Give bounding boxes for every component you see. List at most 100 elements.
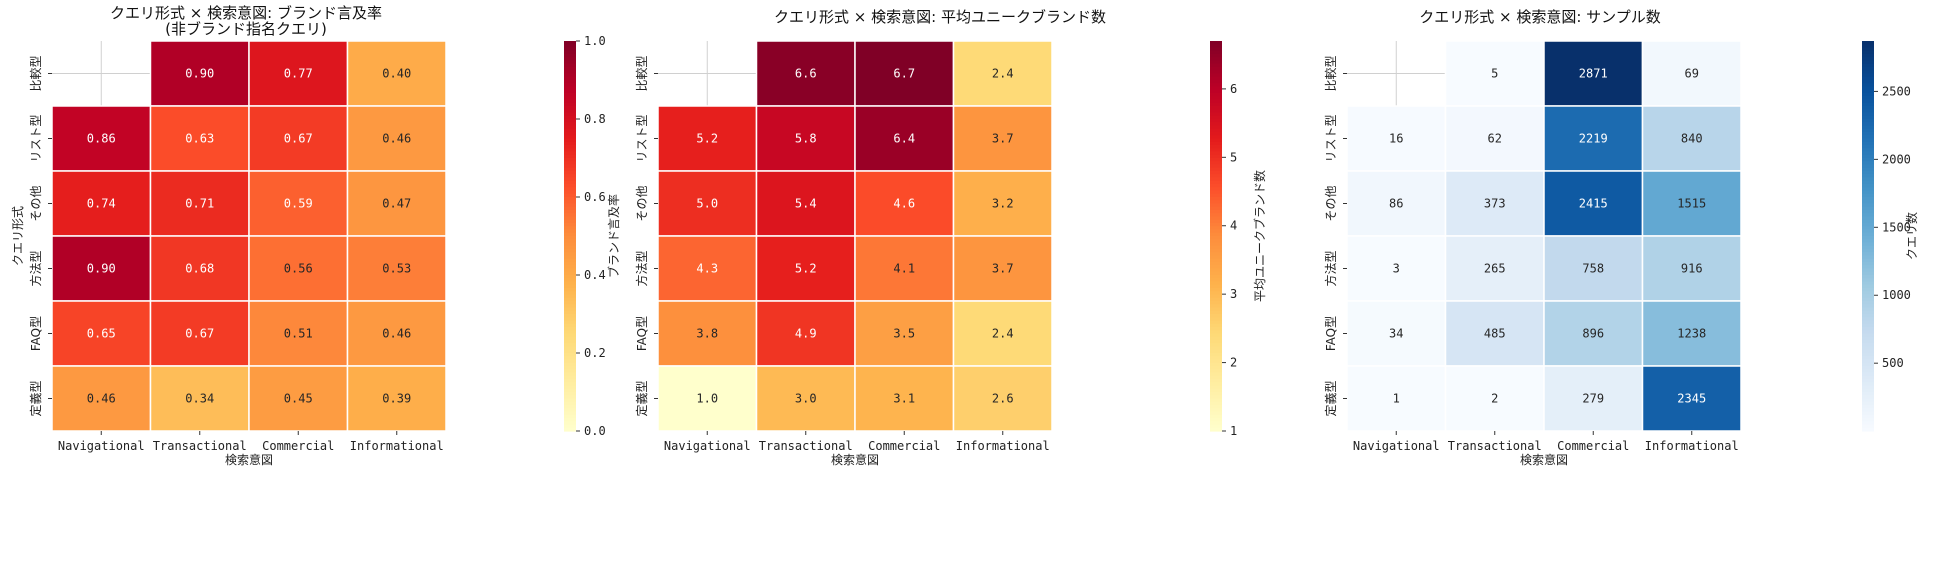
colorbar-tick-label: 0.6 (584, 190, 606, 204)
cell-value-label: 2.4 (992, 67, 1014, 81)
x-tick-label: Transactional (1448, 439, 1542, 453)
cell-value-label: 2.6 (992, 392, 1014, 406)
colorbar-tick-label: 0.4 (584, 268, 606, 282)
x-tick-label: Transactional (153, 439, 247, 453)
y-tick-label: 定義型 (1323, 380, 1338, 416)
cell-value-label: 3.2 (992, 197, 1014, 211)
cell-value-label: 0.45 (284, 392, 313, 406)
heatmap-cell (1641, 300, 1742, 367)
cell-value-label: 485 (1484, 327, 1506, 341)
cell-value-label: 0.77 (284, 67, 313, 81)
heatmap-cell (1444, 235, 1545, 302)
heatmap-cell (657, 300, 758, 367)
cell-value-label: 265 (1484, 262, 1506, 276)
cell-value-label: 0.47 (382, 197, 411, 211)
heatmap-cell (1641, 235, 1742, 302)
chart-title: クエリ形式 × 検索意図: 平均ユニークブランド数 (774, 8, 1106, 26)
heatmap-cell (149, 40, 250, 107)
cell-value-label: 3.7 (992, 262, 1014, 276)
cell-value-label: 3 (1393, 262, 1400, 276)
cell-value-label: 0.56 (284, 262, 313, 276)
cell-value-label: 0.40 (382, 67, 411, 81)
colorbar-tick-label: 1 (1230, 424, 1237, 438)
chart-title: クエリ形式 × 検索意図: ブランド言及率 (110, 4, 382, 22)
cell-value-label: 3.5 (893, 327, 915, 341)
chart-title: クエリ形式 × 検索意図: サンプル数 (1419, 8, 1660, 26)
cell-value-label: 4.6 (893, 197, 915, 211)
heatmap-cell (952, 170, 1053, 237)
cell-value-label: 0.67 (185, 327, 214, 341)
cell-value-label: 0.65 (87, 327, 116, 341)
y-tick-label: 方法型 (28, 250, 43, 286)
y-tick-label: FAQ型 (29, 316, 43, 351)
heatmap-cell (755, 235, 856, 302)
cell-value-label: 5.2 (795, 262, 817, 276)
heatmap-cell (854, 40, 955, 107)
heatmap-cell (1641, 105, 1742, 172)
heatmap-cell (952, 40, 1053, 107)
heatmap-cell (1641, 365, 1742, 432)
y-tick-label: その他 (29, 185, 43, 221)
cell-value-label: 840 (1681, 132, 1703, 146)
cell-value-label: 0.46 (87, 392, 116, 406)
heatmap-cell (346, 105, 447, 172)
heatmap-cell (952, 105, 1053, 172)
heatmap-cell (755, 300, 856, 367)
y-tick-label: 定義型 (28, 380, 43, 416)
heatmap-cell-empty (658, 41, 757, 106)
heatmap-cell (1543, 365, 1644, 432)
y-tick-label: リスト型 (29, 114, 43, 162)
cell-value-label: 1.0 (696, 392, 718, 406)
y-tick-label: リスト型 (1324, 114, 1338, 162)
heatmap-cell (248, 105, 349, 172)
cell-value-label: 373 (1484, 197, 1506, 211)
heatmap-cell (248, 40, 349, 107)
x-tick-label: Commercial (1557, 439, 1629, 453)
cell-value-label: 1238 (1677, 327, 1706, 341)
cell-value-label: 3.8 (696, 327, 718, 341)
cell-value-label: 5.2 (696, 132, 718, 146)
colorbar-tick-label: 0.2 (584, 346, 606, 360)
x-tick-label: Commercial (262, 439, 334, 453)
cell-value-label: 3.7 (992, 132, 1014, 146)
heatmap-cell (248, 235, 349, 302)
colorbar-tick-label: 2500 (1882, 84, 1911, 98)
cell-value-label: 5.0 (696, 197, 718, 211)
heatmap-cell (149, 365, 250, 432)
cell-value-label: 0.68 (185, 262, 214, 276)
cell-value-label: 3.0 (795, 392, 817, 406)
heatmap-cell (755, 105, 856, 172)
cell-value-label: 0.63 (185, 132, 214, 146)
cell-value-label: 0.90 (87, 262, 116, 276)
colorbar-label: クエリ数 (1904, 212, 1919, 260)
cell-value-label: 69 (1685, 67, 1699, 81)
heatmap-cell-empty (52, 41, 151, 106)
cell-value-label: 279 (1582, 392, 1604, 406)
cell-value-label: 0.51 (284, 327, 313, 341)
cell-value-label: 916 (1681, 262, 1703, 276)
cell-value-label: 86 (1389, 197, 1403, 211)
cell-value-label: 0.71 (185, 197, 214, 211)
heatmap-panel-2: 6.6 6.7 2.4 5.2 5.8 6.4 3.7 5.0 5.4 4.6 3.2 4.3 5.2 4… (634, 8, 1267, 467)
heatmap-cell (346, 235, 447, 302)
colorbar-tick-label: 5 (1230, 150, 1237, 164)
cell-value-label: 0.67 (284, 132, 313, 146)
colorbar-tick-label: 500 (1882, 356, 1904, 370)
colorbar-tick-label: 3 (1230, 287, 1237, 301)
cell-value-label: 62 (1488, 132, 1502, 146)
cell-value-label: 6.7 (893, 67, 915, 81)
x-tick-label: Navigational (58, 439, 145, 453)
colorbar-label: 平均ユニークブランド数 (1252, 170, 1267, 302)
heatmap-cell (1641, 40, 1742, 107)
cell-value-label: 3.1 (893, 392, 915, 406)
colorbar-tick-label: 1500 (1882, 220, 1911, 234)
colorbar-tick-label: 1.0 (584, 34, 606, 48)
cell-value-label: 0.46 (382, 327, 411, 341)
heatmap-cell (346, 40, 447, 107)
x-axis-label: 検索意図 (831, 452, 879, 467)
heatmap-cell (1444, 105, 1545, 172)
colorbar-tick-label: 1000 (1882, 288, 1911, 302)
x-tick-label: Navigational (664, 439, 751, 453)
colorbar: 0.0 0.2 0.4 0.6 0.8 1.0 ブランド言及率 (564, 34, 621, 438)
x-axis-label: 検索意図 (1520, 452, 1568, 467)
